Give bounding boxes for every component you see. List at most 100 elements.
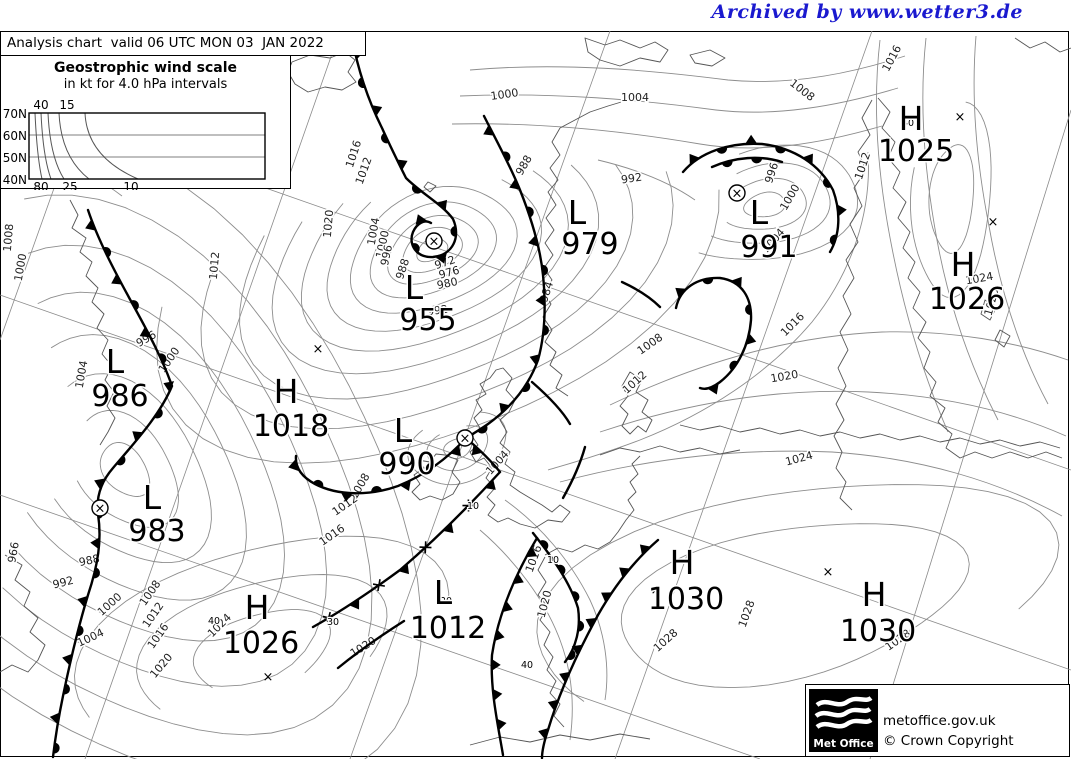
warm-front-semicircle xyxy=(158,353,167,364)
metoffice-logo-text: Met Office xyxy=(813,738,874,750)
warm-front-semicircle xyxy=(53,742,60,754)
cold-front-triangle xyxy=(485,479,496,490)
isobar xyxy=(547,151,869,471)
wind-scale-subtitle: in kt for 4.0 hPa intervals xyxy=(63,77,228,92)
pressure-center-letter: L xyxy=(568,193,587,232)
warm-front-semicircle xyxy=(567,649,576,660)
coastline xyxy=(1014,37,1071,53)
cold-front-triangle xyxy=(492,688,503,701)
warm-front-semicircle xyxy=(539,540,549,551)
cold-front-triangle xyxy=(802,153,813,165)
isobar xyxy=(469,55,906,82)
warm-front-semicircle xyxy=(154,408,163,419)
warm-front-semicircle xyxy=(571,591,580,602)
warm-front-semicircle xyxy=(425,462,436,472)
cold-front-triangle xyxy=(675,287,687,299)
metoffice-footer: Met Office metoffice.gov.uk © Crown Copy… xyxy=(805,684,1070,757)
isobar xyxy=(136,574,388,710)
scale-bottom-value: 25 xyxy=(62,180,77,190)
isobar xyxy=(559,450,1063,517)
scale-lat-label: 60N xyxy=(3,129,27,143)
isobar-label: 966 xyxy=(5,541,21,564)
cold-front-triangle xyxy=(509,178,520,190)
warm-front-semicircle xyxy=(130,300,139,311)
coastline xyxy=(411,453,461,501)
cold-front-triangle xyxy=(340,492,353,502)
circled-x-mark: × xyxy=(460,432,471,447)
wind-speed-number: 10 xyxy=(467,501,479,512)
warm-front-semicircle xyxy=(116,455,126,466)
cold-front-triangle xyxy=(94,478,105,490)
frontolysis-cross xyxy=(326,611,331,624)
coastline xyxy=(584,37,669,67)
isobar-label: 996 xyxy=(378,244,395,267)
front-line xyxy=(350,36,458,259)
isobar xyxy=(326,179,542,332)
warm-front-semicircle xyxy=(371,486,383,493)
cold-front-triangle xyxy=(288,459,299,471)
warm-front-semicircle xyxy=(450,225,457,237)
isobar xyxy=(710,162,831,244)
pressure-center-value: 979 xyxy=(561,227,618,262)
pressure-center-letter: L xyxy=(405,268,424,307)
isobar xyxy=(609,331,1069,406)
map-frame xyxy=(0,31,1069,757)
cold-front-triangle xyxy=(435,253,447,264)
isobar-label: 1008 xyxy=(635,331,665,358)
isobar-label: 1016 xyxy=(778,310,807,339)
pressure-center-value: 1018 xyxy=(253,409,329,444)
isobar-label: 1012 xyxy=(620,368,650,396)
front-line xyxy=(51,208,174,759)
x-mark: × xyxy=(313,342,324,357)
front-line xyxy=(464,114,546,440)
pressure-center-value: 1026 xyxy=(929,282,1005,317)
cold-front-triangle xyxy=(90,537,100,550)
cold-front-triangle xyxy=(49,712,60,725)
isobar xyxy=(200,171,674,430)
cold-front-triangle xyxy=(745,333,757,345)
pressure-center-value: 990 xyxy=(378,447,435,482)
front-occluded xyxy=(464,114,549,440)
pressure-center-value: 1026 xyxy=(223,626,299,661)
coastline xyxy=(423,181,437,193)
cold-front-triangle xyxy=(398,563,409,575)
cold-front-triangle xyxy=(571,644,583,656)
isobar-label: 1008 xyxy=(1,223,16,252)
cold-front-triangle xyxy=(442,522,454,534)
isobar xyxy=(387,215,479,285)
scale-bottom-value: 80 xyxy=(33,180,48,190)
cold-front-triangle xyxy=(436,199,448,211)
isobar-label: 992 xyxy=(51,574,75,592)
warm-front-semicircle xyxy=(716,146,728,154)
warm-front-semicircle xyxy=(702,277,714,285)
isobar xyxy=(271,164,600,375)
pressure-center-value: 955 xyxy=(399,303,456,338)
pressure-center-letter: H xyxy=(245,588,270,627)
pressure-center-letter: H xyxy=(862,575,887,614)
pressure-center-value: 1025 xyxy=(878,134,954,169)
scale-box xyxy=(28,112,266,180)
warm-front-semicircle xyxy=(76,625,84,637)
cold-front-triangle xyxy=(494,629,505,642)
coastline xyxy=(469,367,571,529)
cold-front-triangle xyxy=(85,219,96,231)
pressure-center-value: 986 xyxy=(91,379,148,414)
wind-scale-diagram: 70N 60N 50N 40N 40 15 80 25 10 xyxy=(3,98,266,190)
circled-x-mark: × xyxy=(95,502,106,517)
isobar-label: 1016 xyxy=(880,43,905,74)
warm-front-semicircle xyxy=(822,177,832,188)
coastline xyxy=(833,99,873,511)
isobar-label: 1016 xyxy=(317,522,347,549)
isobar-label: 1028 xyxy=(651,626,681,654)
warm-front-semicircle xyxy=(721,160,733,168)
coastline xyxy=(619,371,653,435)
isobar-label: 1020 xyxy=(769,368,799,386)
coastline xyxy=(69,199,116,446)
isobar xyxy=(239,164,634,400)
pressure-center-value: 983 xyxy=(128,514,185,549)
